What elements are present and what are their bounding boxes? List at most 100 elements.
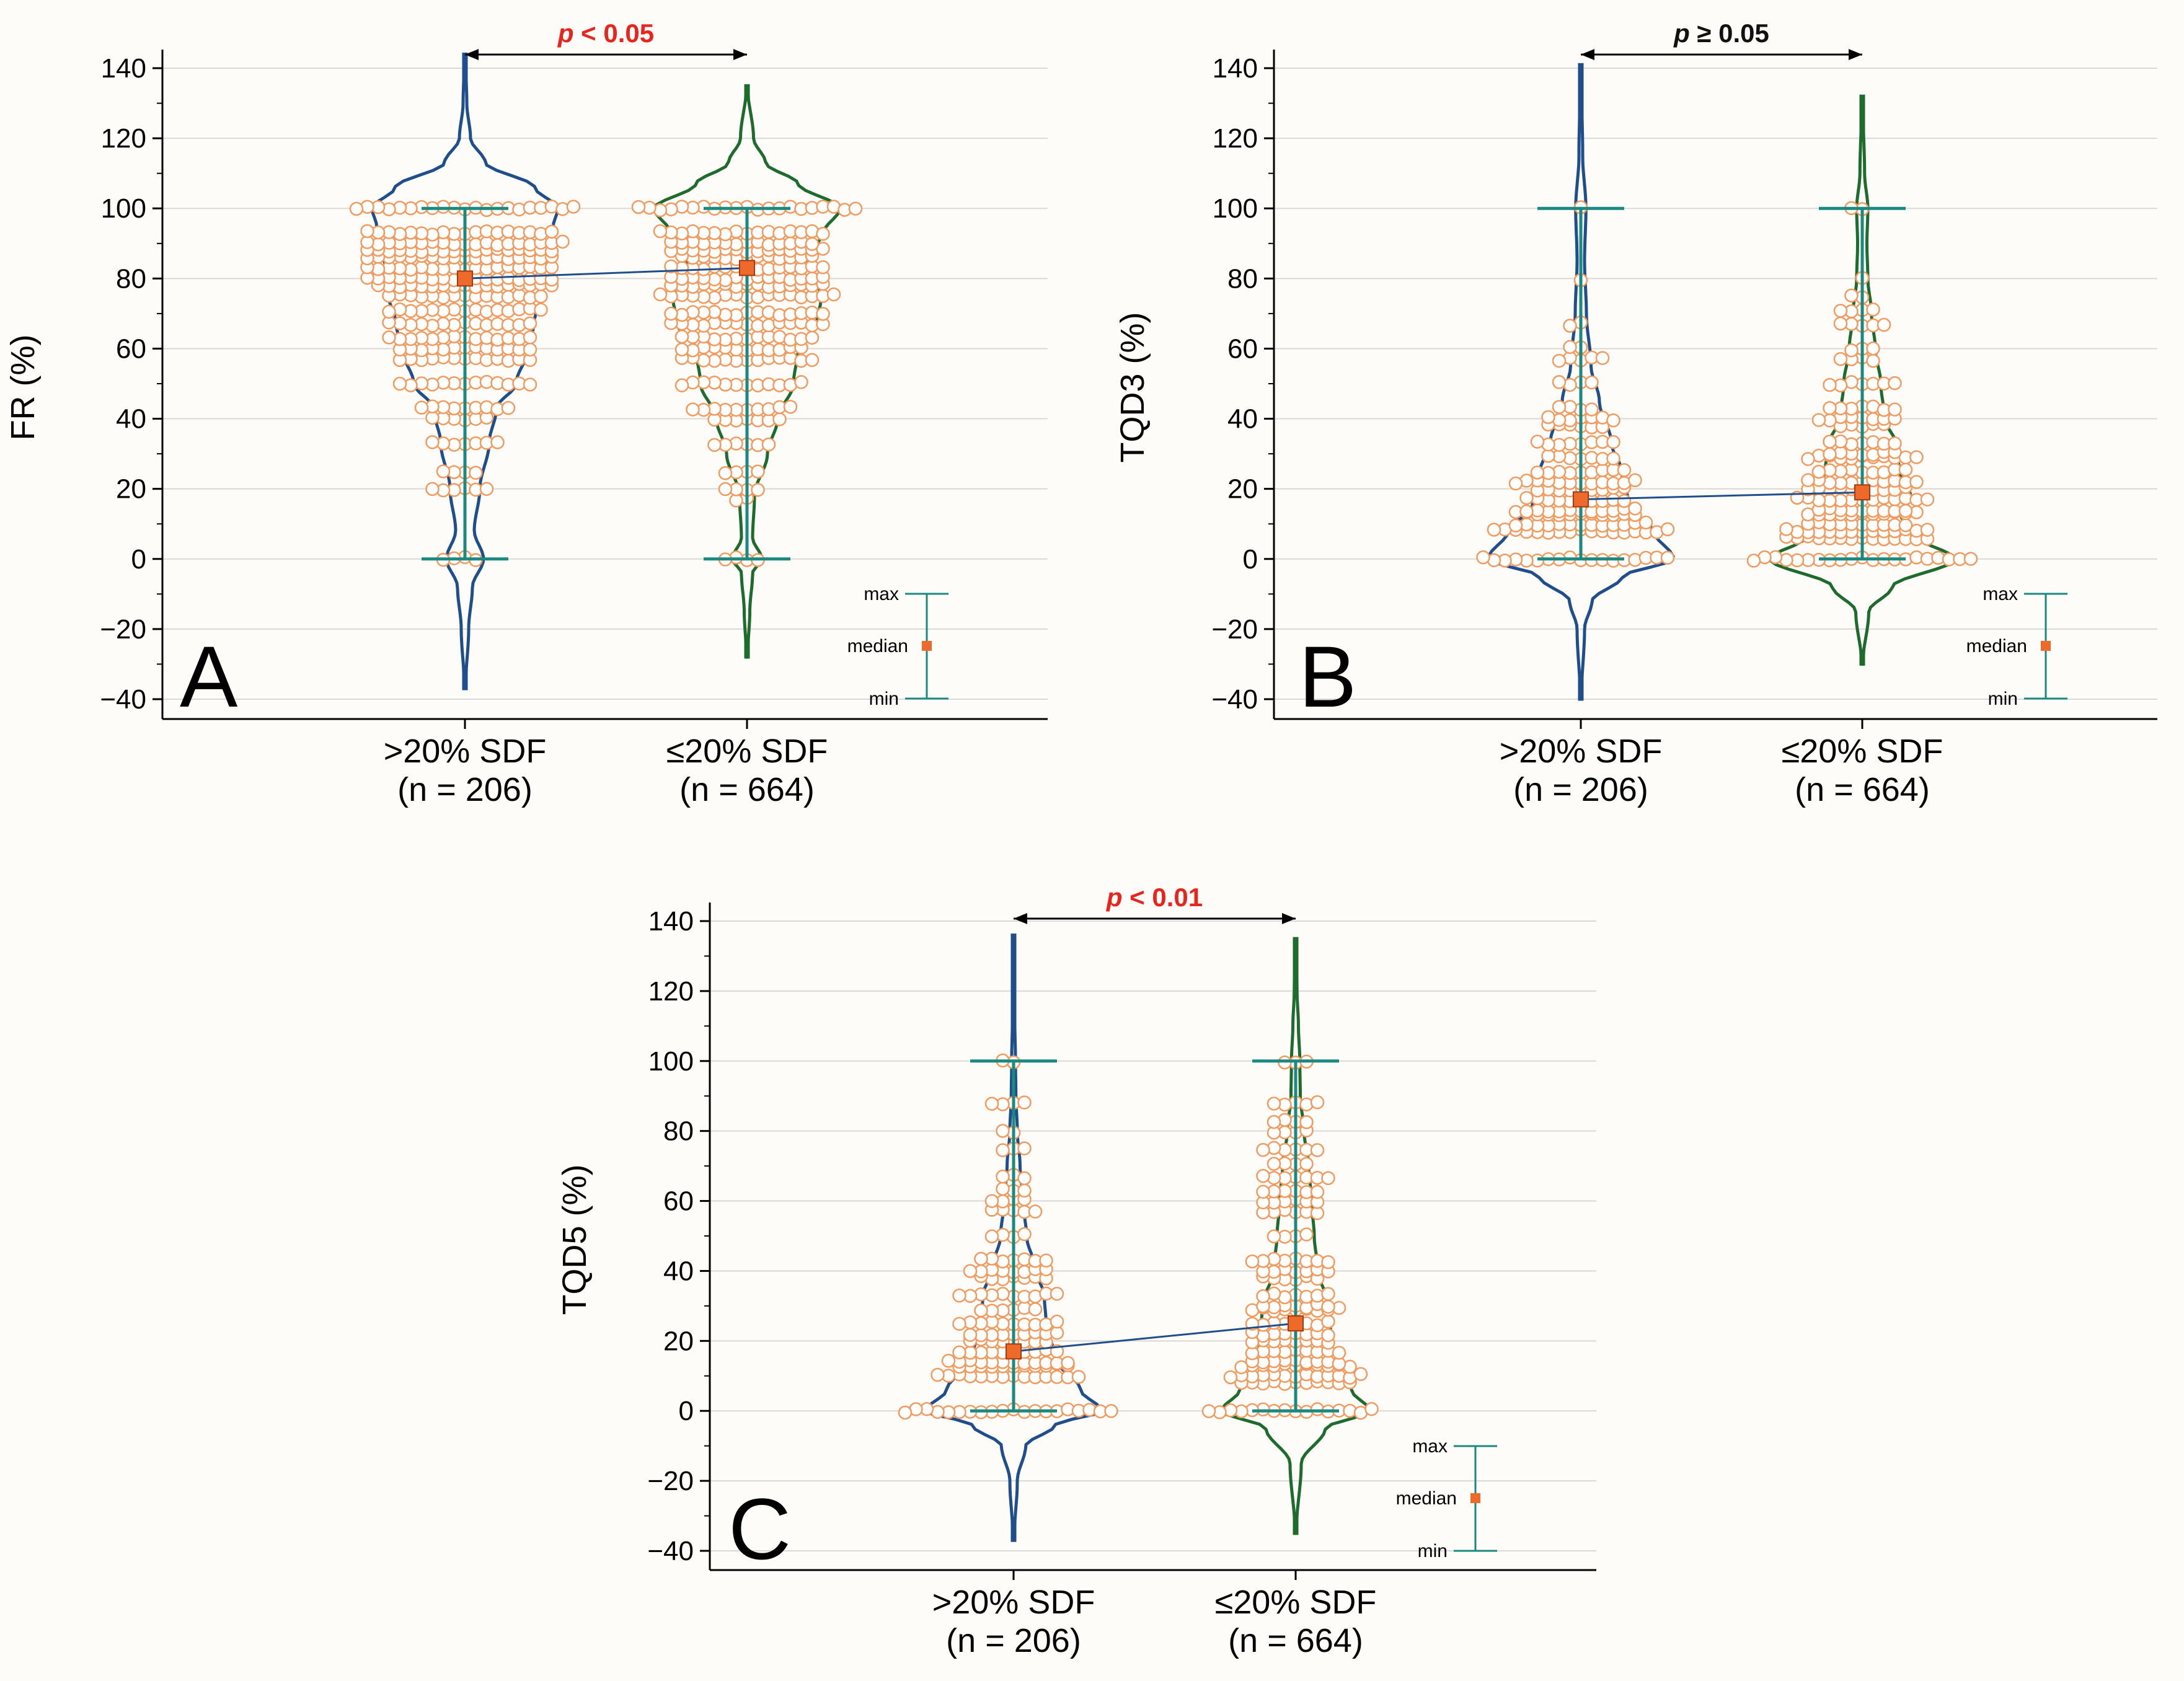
data-point [1508, 518, 1523, 533]
x-category-label: >20% SDF [932, 1584, 1095, 1621]
data-point [1844, 343, 1859, 358]
data-point [1920, 492, 1935, 507]
y-tick-label: 120 [101, 123, 146, 154]
data-point [1223, 1370, 1238, 1385]
data-point [1877, 317, 1891, 332]
data-point [1563, 340, 1577, 355]
data-point [1898, 503, 1913, 518]
data-point [1963, 552, 1978, 566]
data-point [1888, 376, 1902, 390]
y-tick-label: 60 [663, 1186, 694, 1217]
data-point [1606, 451, 1620, 465]
data-point [1833, 351, 1848, 366]
y-tick-label: −40 [647, 1536, 694, 1566]
data-point [1267, 1114, 1281, 1129]
data-point [848, 201, 863, 216]
data-point [1028, 1302, 1043, 1317]
data-point [1234, 1360, 1249, 1375]
data-point [1487, 523, 1501, 537]
x-category-label: ≤20% SDF [1215, 1584, 1377, 1621]
y-tick-label: 60 [1227, 333, 1258, 364]
p-value-text: ≥ 0.05 [1690, 19, 1769, 48]
y-tick-label: 20 [1227, 474, 1258, 505]
p-value-symbol: p [1673, 19, 1690, 48]
data-point [1332, 1346, 1346, 1360]
data-point [1628, 473, 1642, 488]
y-tick-label: 0 [1243, 544, 1258, 575]
data-point [1617, 463, 1632, 477]
bracket-arrow-right-icon [733, 49, 747, 60]
data-point [349, 201, 364, 216]
data-point [1898, 518, 1913, 532]
median-connector [464, 267, 748, 280]
data-point [544, 224, 559, 239]
legend-median-label: median [1966, 636, 2027, 656]
data-point [1552, 353, 1567, 368]
panel-letter: C [728, 1480, 791, 1577]
y-tick-label: 80 [663, 1116, 694, 1147]
y-tick-label: 40 [663, 1256, 694, 1286]
data-point [996, 1169, 1010, 1184]
x-n-label: (n = 206) [397, 771, 533, 808]
y-tick-label: 100 [101, 193, 146, 224]
data-point [952, 1288, 966, 1303]
bracket-arrow-left-icon [1581, 49, 1594, 60]
data-point [1256, 1168, 1270, 1183]
data-point [751, 483, 765, 497]
data-point [1256, 1185, 1270, 1199]
data-point [1585, 375, 1599, 390]
p-value-label: p < 0.05 [557, 19, 654, 48]
data-point [469, 465, 483, 480]
data-point [1310, 1185, 1325, 1199]
data-point [686, 402, 700, 417]
data-point [1061, 1356, 1075, 1370]
panel-c: 140 120 100 80 60 40 20 0 −20 −40 TQD5 (%) >20% SDF… [556, 883, 1596, 1659]
data-point [392, 376, 407, 391]
data-point [1888, 402, 1902, 417]
data-point [555, 234, 570, 249]
y-tick-label: 120 [1213, 123, 1258, 154]
legend-median-label: median [847, 636, 908, 656]
data-point [1746, 554, 1761, 568]
median-marker [1854, 484, 1870, 501]
data-point [1321, 1287, 1335, 1301]
data-point [963, 1328, 978, 1342]
y-tick-label: 0 [679, 1396, 694, 1426]
y-tick-label: 40 [1227, 404, 1258, 435]
data-point [1519, 504, 1534, 519]
data-point [1017, 1183, 1032, 1198]
data-point [1541, 449, 1555, 463]
data-point [1638, 515, 1653, 530]
data-point [1321, 1328, 1335, 1343]
data-point [1017, 1227, 1032, 1242]
data-point [523, 377, 537, 392]
data-point [1866, 302, 1880, 317]
data-point [1267, 1229, 1281, 1243]
y-tick-label: 0 [131, 544, 146, 575]
data-point [984, 1096, 999, 1111]
y-axis-label: TQD3 (%) [1114, 312, 1151, 463]
median-marker [1573, 491, 1589, 508]
panel-letter: B [1299, 628, 1356, 725]
data-point [1321, 1299, 1335, 1314]
y-tick-label: 20 [663, 1326, 694, 1356]
data-point [1071, 1370, 1086, 1384]
data-point [996, 1124, 1010, 1138]
data-point [523, 316, 537, 331]
data-point [1866, 341, 1880, 356]
data-point [1801, 473, 1815, 487]
y-tick-label: 140 [1213, 53, 1258, 84]
data-point [1321, 1314, 1335, 1329]
data-point [1811, 413, 1826, 427]
y-axis-label: FR (%) [4, 335, 42, 441]
x-category-label: ≤20% SDF [666, 733, 828, 770]
y-tick-label: 100 [1213, 193, 1258, 224]
data-point [1660, 522, 1675, 537]
data-point [1310, 1095, 1325, 1110]
data-point [1321, 1255, 1335, 1269]
y-tick-label: 60 [116, 333, 146, 364]
data-point [816, 227, 830, 241]
legend-median-icon [2041, 641, 2051, 651]
